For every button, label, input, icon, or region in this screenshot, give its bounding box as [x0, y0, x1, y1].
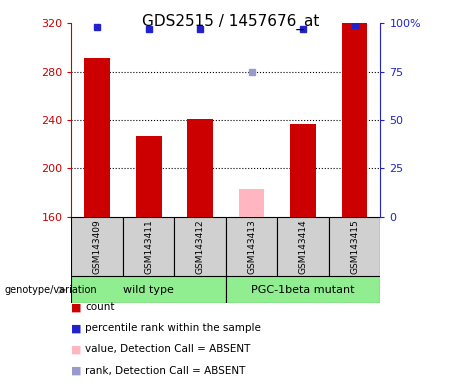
Bar — [84, 58, 110, 217]
Text: value, Detection Call = ABSENT: value, Detection Call = ABSENT — [85, 344, 251, 354]
Text: ■: ■ — [71, 302, 82, 312]
Bar — [71, 276, 226, 303]
Text: genotype/variation: genotype/variation — [5, 285, 97, 295]
Text: ■: ■ — [71, 366, 82, 376]
Bar — [226, 276, 380, 303]
Text: GSM143414: GSM143414 — [299, 219, 307, 274]
Text: ■: ■ — [71, 323, 82, 333]
Bar — [187, 119, 213, 217]
Text: rank, Detection Call = ABSENT: rank, Detection Call = ABSENT — [85, 366, 246, 376]
Text: GSM143413: GSM143413 — [247, 219, 256, 274]
Text: GDS2515 / 1457676_at: GDS2515 / 1457676_at — [142, 13, 319, 30]
Text: GSM143409: GSM143409 — [93, 219, 102, 274]
Text: ■: ■ — [71, 344, 82, 354]
Text: PGC-1beta mutant: PGC-1beta mutant — [251, 285, 355, 295]
Bar — [174, 217, 226, 276]
Bar — [342, 23, 367, 217]
Bar — [123, 217, 174, 276]
Bar — [278, 217, 329, 276]
Bar — [290, 124, 316, 217]
Text: count: count — [85, 302, 115, 312]
Bar — [329, 217, 380, 276]
Bar — [71, 217, 123, 276]
Text: GSM143415: GSM143415 — [350, 219, 359, 274]
Bar — [136, 136, 161, 217]
Bar — [239, 189, 265, 217]
Text: GSM143411: GSM143411 — [144, 219, 153, 274]
Bar — [226, 217, 278, 276]
Text: percentile rank within the sample: percentile rank within the sample — [85, 323, 261, 333]
Text: GSM143412: GSM143412 — [195, 219, 205, 274]
Text: wild type: wild type — [123, 285, 174, 295]
